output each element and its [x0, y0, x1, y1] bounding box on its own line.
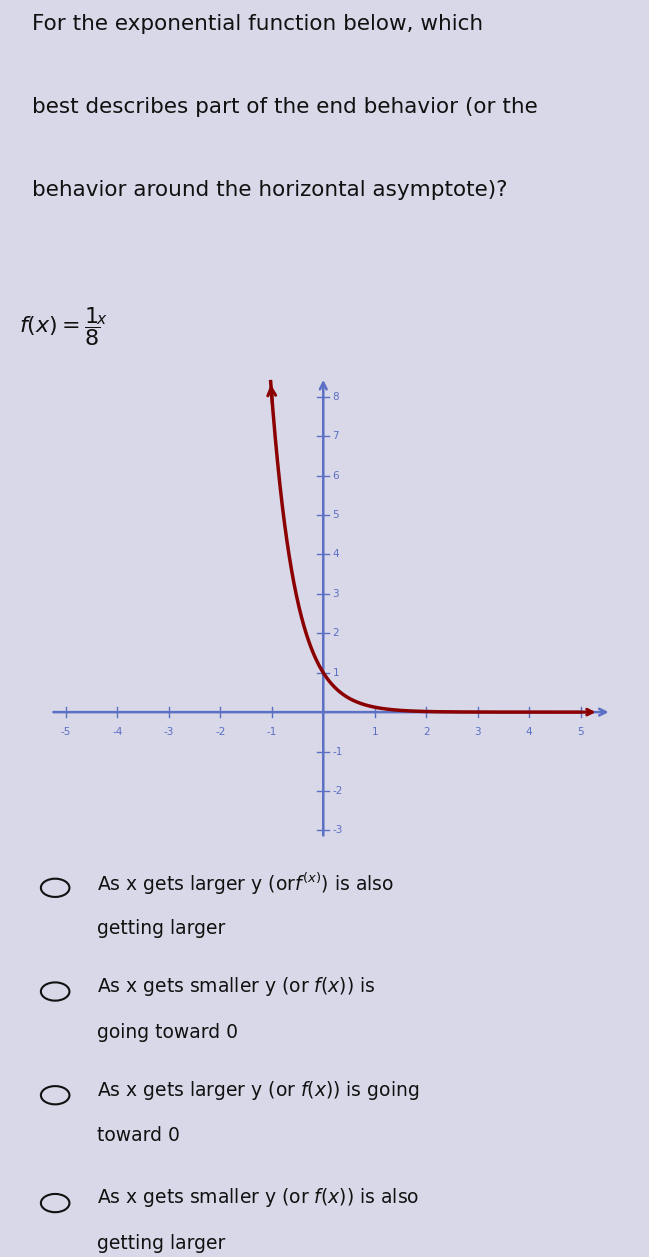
Text: -4: -4 [112, 727, 123, 737]
Text: 1: 1 [371, 727, 378, 737]
Text: -1: -1 [332, 747, 343, 757]
Text: As x gets larger y (or$f^{(x)}$) is also: As x gets larger y (or$f^{(x)}$) is also [97, 871, 394, 897]
Text: behavior around the horizontal asymptote)?: behavior around the horizontal asymptote… [32, 180, 508, 200]
Text: For the exponential function below, which: For the exponential function below, whic… [32, 14, 484, 34]
Text: toward 0: toward 0 [97, 1126, 180, 1145]
Text: -5: -5 [61, 727, 71, 737]
Text: -3: -3 [332, 826, 343, 836]
Text: 6: 6 [332, 470, 339, 480]
Text: $f(x)=\dfrac{1}{8}^{\!\!x}$: $f(x)=\dfrac{1}{8}^{\!\!x}$ [19, 305, 108, 348]
Text: 4: 4 [332, 549, 339, 559]
Text: -1: -1 [267, 727, 277, 737]
Text: going toward 0: going toward 0 [97, 1023, 238, 1042]
Text: 3: 3 [474, 727, 481, 737]
Text: best describes part of the end behavior (or the: best describes part of the end behavior … [32, 97, 538, 117]
Text: -2: -2 [332, 786, 343, 796]
Text: -2: -2 [215, 727, 226, 737]
Text: 2: 2 [332, 628, 339, 639]
Text: 4: 4 [526, 727, 532, 737]
Text: -3: -3 [164, 727, 174, 737]
Text: As x gets larger y (or $f(x)$) is going: As x gets larger y (or $f(x)$) is going [97, 1079, 420, 1101]
Text: 1: 1 [332, 667, 339, 678]
Text: getting larger: getting larger [97, 919, 226, 938]
Text: getting larger: getting larger [97, 1234, 226, 1253]
Text: 3: 3 [332, 588, 339, 598]
Text: As x gets smaller y (or $f(x)$) is also: As x gets smaller y (or $f(x)$) is also [97, 1187, 419, 1209]
Text: As x gets smaller y (or $f(x)$) is: As x gets smaller y (or $f(x)$) is [97, 975, 376, 998]
Text: 5: 5 [332, 510, 339, 520]
Text: 2: 2 [423, 727, 430, 737]
Text: 8: 8 [332, 392, 339, 402]
Text: 5: 5 [577, 727, 584, 737]
Text: 7: 7 [332, 431, 339, 441]
